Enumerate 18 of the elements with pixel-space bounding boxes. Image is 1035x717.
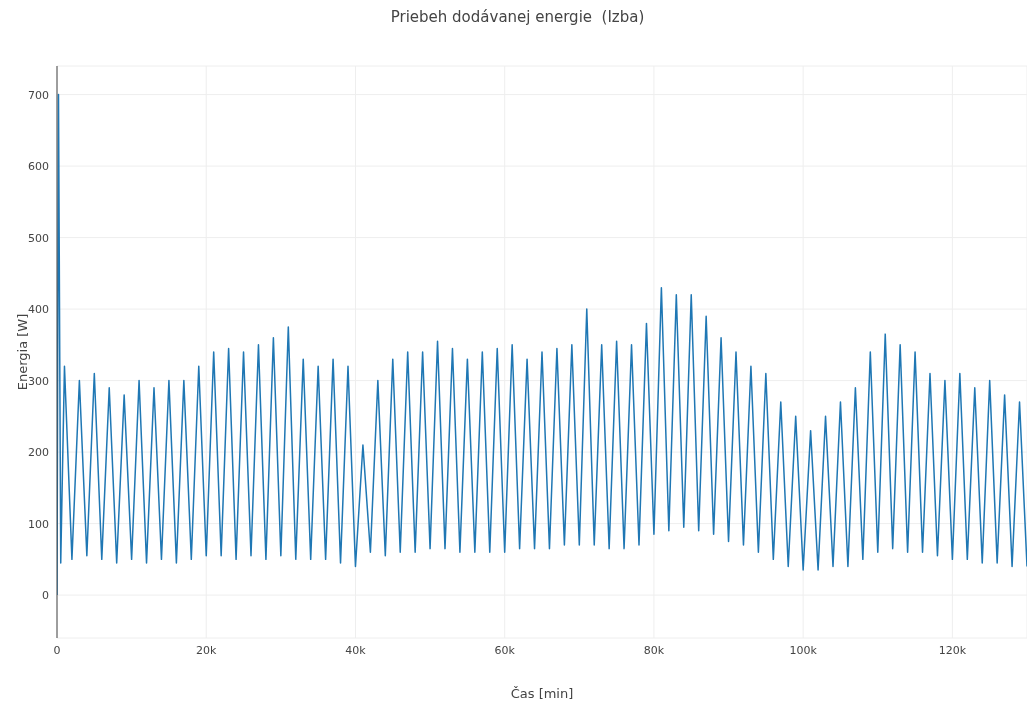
y-tick-label: 500: [28, 231, 49, 245]
y-tick-label: 200: [28, 446, 49, 460]
x-tick-label: 120k: [938, 643, 967, 657]
y-tick-label: 400: [28, 303, 49, 317]
y-tick-label: 600: [28, 160, 49, 174]
y-tick-label: 700: [28, 88, 49, 102]
y-tick-label: 0: [42, 589, 49, 603]
chart-title: Priebeh dodávanej energie (Izba): [389, 8, 646, 28]
x-tick-label: 100k: [789, 643, 818, 657]
y-axis-title: Energia [W]: [14, 313, 30, 391]
y-tick-label: 100: [28, 517, 49, 531]
y-tick-label: 300: [28, 374, 49, 388]
x-tick-label: 40k: [345, 643, 367, 657]
x-tick-label: 60k: [494, 643, 516, 657]
x-tick-label: 80k: [643, 643, 665, 657]
x-tick-label: 0: [53, 643, 61, 657]
x-tick-label: 20k: [196, 643, 218, 657]
x-axis-title: Čas [min]: [510, 686, 574, 701]
